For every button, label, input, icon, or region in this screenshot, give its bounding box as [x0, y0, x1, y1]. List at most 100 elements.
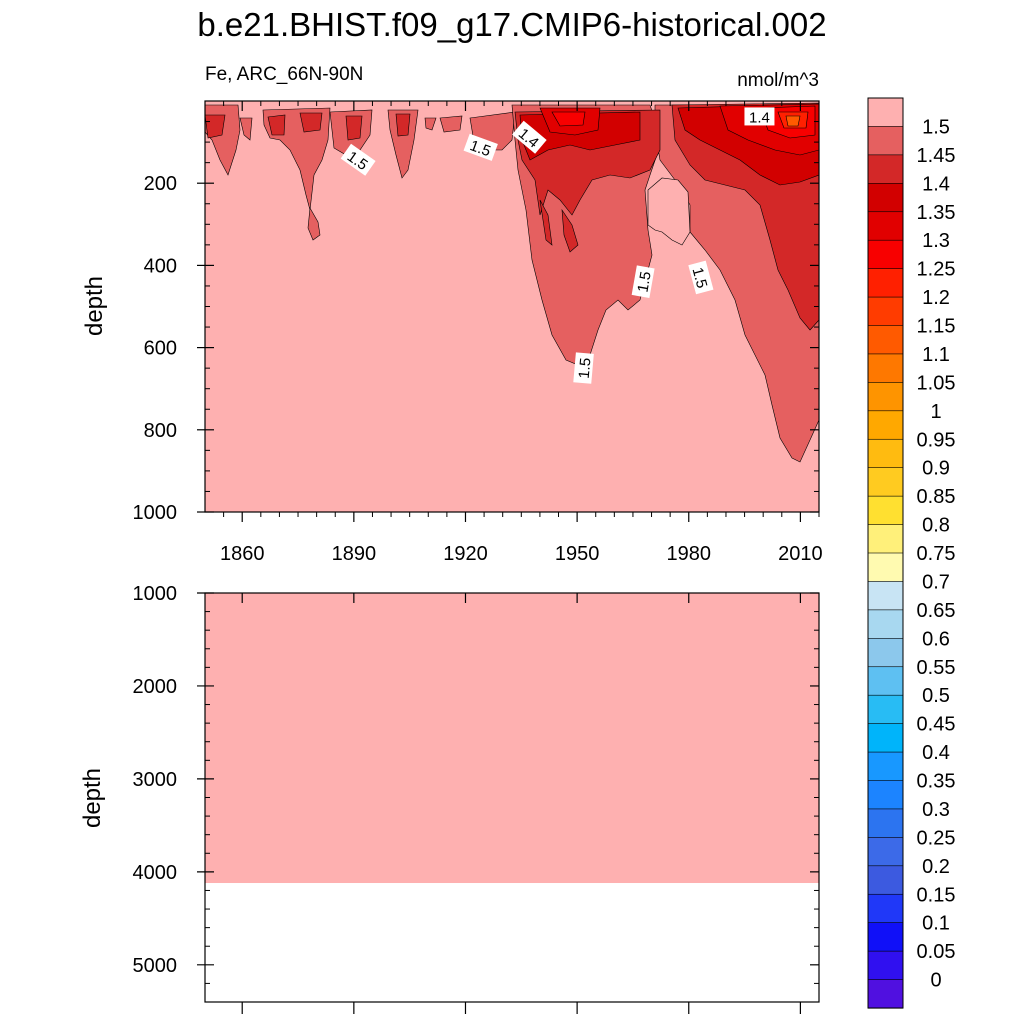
colorbar-label: 0.45 [917, 714, 956, 736]
contour-label-text: 1.5 [689, 266, 711, 291]
colorbar-swatch [867, 211, 904, 241]
colorbar-swatch [867, 524, 904, 554]
top-y-tick-label: 400 [144, 255, 177, 277]
colorbar-swatch [867, 438, 904, 469]
colorbar-label: 0.2 [922, 856, 950, 878]
colorbar-label: 1.4 [922, 173, 950, 195]
colorbar-swatch [867, 268, 904, 298]
colorbar-swatch [867, 950, 904, 981]
colorbar-label: 0.7 [922, 571, 950, 593]
colorbar-swatch [867, 552, 904, 583]
bottom-data-fill [205, 593, 819, 884]
colorbar-label: 1.1 [922, 344, 950, 366]
contour-label-text: 1.5 [634, 270, 654, 293]
colorbar-label: 0.15 [917, 884, 956, 906]
contour-fill-1.25-mid [551, 111, 586, 127]
top-x-tick-label: 1860 [220, 543, 265, 565]
contour-fill-1.45-b [239, 117, 253, 141]
contour-fill-1.45-h [439, 115, 463, 133]
colorbar-swatch [867, 780, 904, 810]
colorbar-swatch [867, 97, 904, 128]
top-x-ticks: 1860 1890 1920 1950 1980 2010 [220, 101, 823, 565]
bottom-x-ticks [241, 593, 801, 1014]
units-label: nmol/m^3 [737, 70, 819, 91]
top-y-ticks: 200 400 600 800 1000 [133, 121, 819, 524]
top-x-tick-label: 1980 [667, 543, 712, 565]
top-x-tick-label: 1920 [443, 543, 488, 565]
contour-fill-1.15-late [785, 115, 801, 127]
contour-label: 1.4 [744, 107, 775, 126]
colorbar-swatch [867, 296, 904, 327]
colorbar-swatch [867, 808, 904, 838]
colorbar-swatch [867, 751, 904, 782]
contour-label: 1.5 [463, 133, 498, 161]
colorbar-swatch [867, 353, 904, 383]
bottom-y-tick-label: 4000 [133, 862, 178, 884]
colorbar-label: 0.4 [922, 742, 950, 764]
top-x-tick-label: 1890 [332, 543, 377, 565]
bottom-panel: 1000 2000 3000 4000 5000 depth [79, 583, 820, 1014]
contour-label-box [512, 120, 547, 154]
contour-fill-1.4-mid-c [561, 208, 579, 253]
colorbar-label: 1.45 [917, 145, 956, 167]
contour-label-text: 1.5 [576, 357, 595, 379]
colorbar-label: 1.2 [922, 287, 950, 309]
colorbar-label: 0.9 [922, 458, 950, 480]
contour-label-box [340, 143, 376, 176]
colorbar-label: 1.15 [917, 316, 956, 338]
colorbar-swatch [867, 183, 904, 213]
contour-fill-1.4-mid-b [539, 199, 553, 246]
colorbar-label: 0.6 [922, 628, 950, 650]
colorbar-label: 0 [930, 970, 941, 992]
colorbar-swatch [867, 893, 904, 924]
variable-region-label: Fe, ARC_66N-90N [205, 64, 363, 85]
bottom-y-axis-label: depth [79, 768, 106, 828]
colorbar-label: 0.25 [917, 827, 956, 849]
contour-labels: 1.5 1.5 1.41.41.5 1.51.5 [340, 107, 775, 384]
colorbar-label: 0.35 [917, 771, 956, 793]
top-x-tick-label: 2010 [778, 543, 823, 565]
colorbar-swatch [867, 666, 904, 696]
contour-fill-1.35-c [299, 112, 323, 133]
contour-fill-1.45-notch [647, 177, 691, 246]
colorbar-swatch [867, 410, 904, 440]
colorbar-label: 0.55 [917, 657, 956, 679]
contour-label-box [463, 133, 498, 161]
contour-label: 1.5 [573, 352, 595, 384]
chart-title: b.e21.BHIST.f09_g17.CMIP6-historical.002 [197, 6, 826, 43]
colorbar-label: 0.85 [917, 486, 956, 508]
bottom-y-tick-label: 3000 [133, 769, 178, 791]
colorbar-label: 0.1 [922, 913, 950, 935]
contour-label-box [631, 265, 655, 299]
colorbar-swatch [867, 325, 904, 355]
bottom-y-ticks: 1000 2000 3000 4000 5000 [133, 583, 819, 1003]
contour-fill-1.45-d [307, 207, 321, 241]
colorbar-swatch [867, 495, 904, 526]
top-y-tick-label: 1000 [133, 502, 178, 524]
contour-fill-1.35-b [267, 114, 286, 136]
top-y-tick-label: 200 [144, 173, 177, 195]
colorbar-swatch [867, 239, 904, 270]
top-y-axis-label: depth [81, 276, 108, 336]
colorbar-label: 0.5 [922, 685, 950, 707]
bottom-y-tick-label: 5000 [133, 955, 178, 977]
top-x-tick-label: 1950 [555, 543, 600, 565]
colorbar-label: 0.3 [922, 799, 950, 821]
colorbar-label: 1.05 [917, 372, 956, 394]
colorbar-swatch [867, 865, 904, 895]
contour-label-text: 1.4 [749, 109, 770, 126]
colorbar-swatch [867, 638, 904, 668]
colorbar-frame [867, 97, 904, 1009]
colorbar-label: 1.3 [922, 230, 950, 252]
contour-label-text: 1.5 [467, 137, 492, 160]
colorbar-label: 0.75 [917, 543, 956, 565]
colorbar-swatch [867, 723, 904, 753]
colorbar-label: 0.65 [917, 600, 956, 622]
colorbar-swatch [867, 609, 904, 639]
colorbar-swatch [867, 581, 904, 611]
colorbar-label: 0.95 [917, 429, 956, 451]
colorbar-label: 1 [930, 401, 941, 423]
